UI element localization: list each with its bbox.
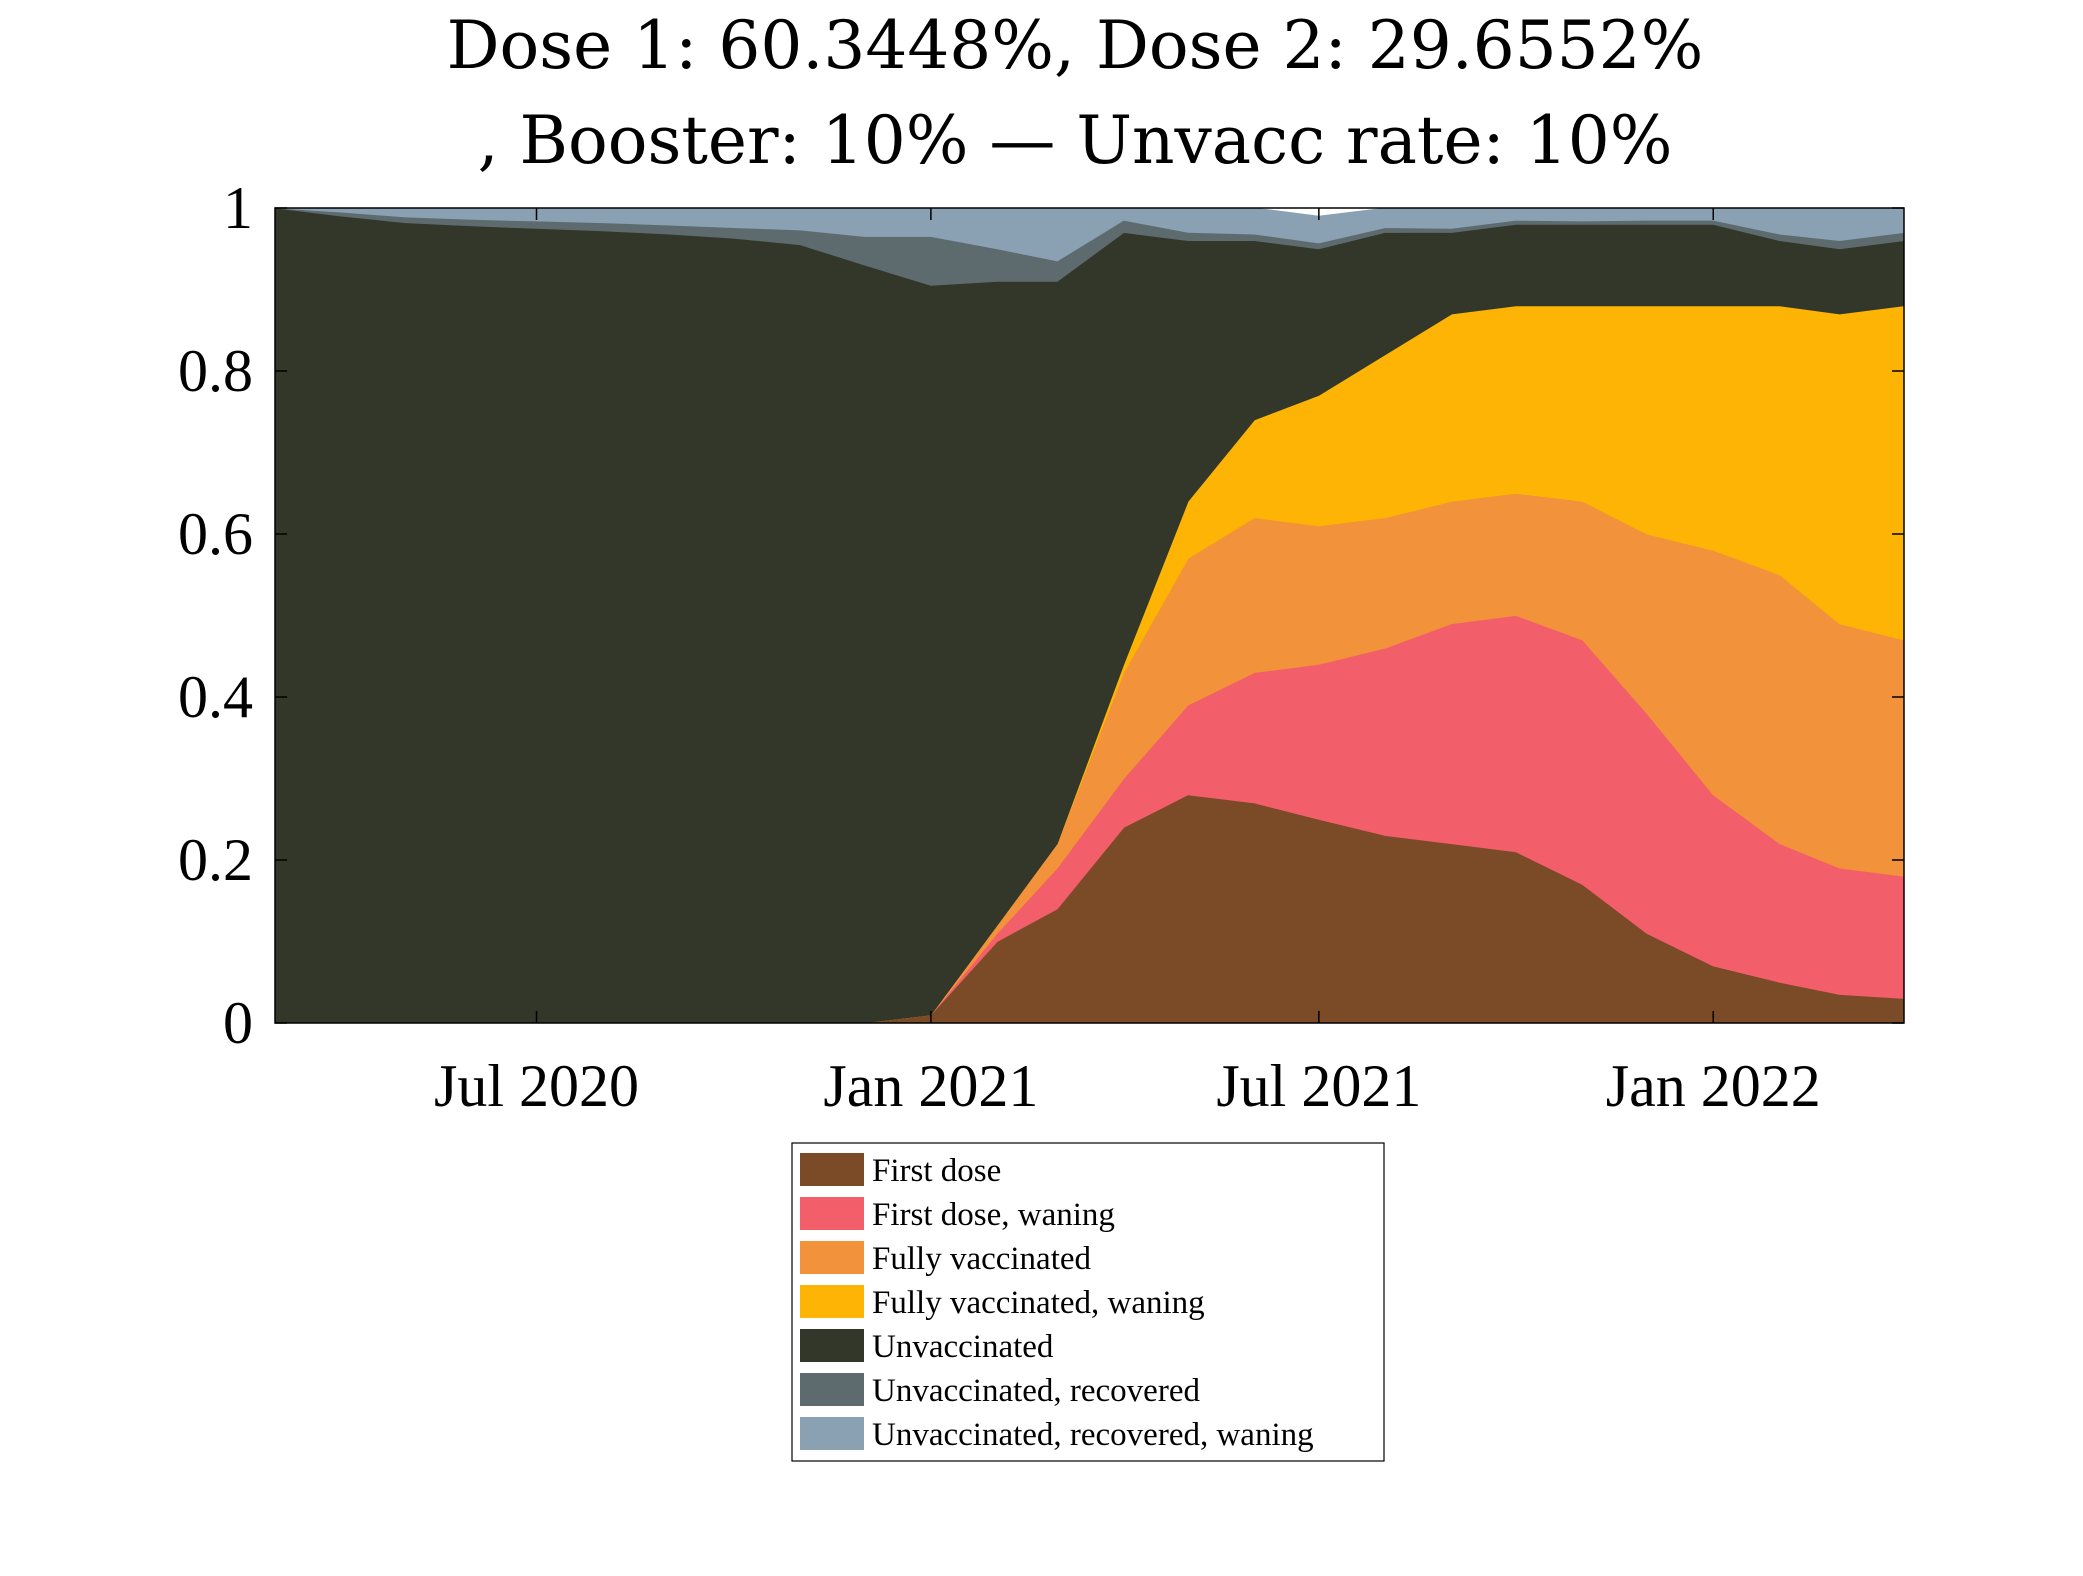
legend-label: Unvaccinated — [872, 1329, 1054, 1365]
legend-swatch — [800, 1197, 864, 1230]
y-tick-label: 0 — [223, 990, 253, 1056]
y-tick-label: 0.8 — [178, 338, 253, 404]
legend-box — [791, 1142, 1385, 1462]
chart-title: Dose 1: 60.3448%, Dose 2: 29.6552% , Boo… — [447, 7, 1704, 179]
x-tick-label: Jul 2021 — [1216, 1053, 1421, 1119]
y-tick-label: 0.2 — [178, 827, 253, 893]
legend-label: Unvaccinated, recovered — [872, 1373, 1200, 1409]
legend-swatch — [800, 1329, 864, 1362]
plot-frame — [274, 207, 1905, 1024]
stacked-areas — [274, 207, 1905, 1024]
y-tick-label: 1 — [223, 175, 253, 241]
legend-swatch — [800, 1153, 864, 1186]
legend-label: Unvaccinated, recovered, waning — [872, 1417, 1314, 1453]
y-tick-label: 0.6 — [178, 501, 253, 567]
legend-label: First dose — [872, 1153, 1001, 1189]
x-tick-label: Jan 2021 — [823, 1053, 1038, 1119]
y-axis: 0 0.2 0.4 0.6 0.8 1 — [178, 175, 1904, 1056]
y-tick-label: 0.4 — [178, 664, 253, 730]
x-tick-label: Jan 2022 — [1606, 1053, 1821, 1119]
legend-swatch — [800, 1285, 864, 1318]
legend-swatch — [800, 1373, 864, 1406]
legend-swatch — [800, 1417, 864, 1450]
chart-title-line-2: , Booster: 10% — Unvacc rate: 10% — [478, 102, 1673, 179]
chart-title-line-1: Dose 1: 60.3448%, Dose 2: 29.6552% — [447, 7, 1704, 84]
legend-label: First dose, waning — [872, 1197, 1115, 1233]
legend-label: Fully vaccinated, waning — [872, 1285, 1205, 1321]
x-tick-label: Jul 2020 — [434, 1053, 639, 1119]
x-axis: Jul 2020 Jan 2021 Jul 2021 Jan 2022 — [434, 208, 1821, 1119]
legend-swatch — [800, 1241, 864, 1274]
legend: First dose First dose, waning Fully vaccin… — [791, 1142, 1385, 1462]
legend-label: Fully vaccinated — [872, 1241, 1092, 1277]
